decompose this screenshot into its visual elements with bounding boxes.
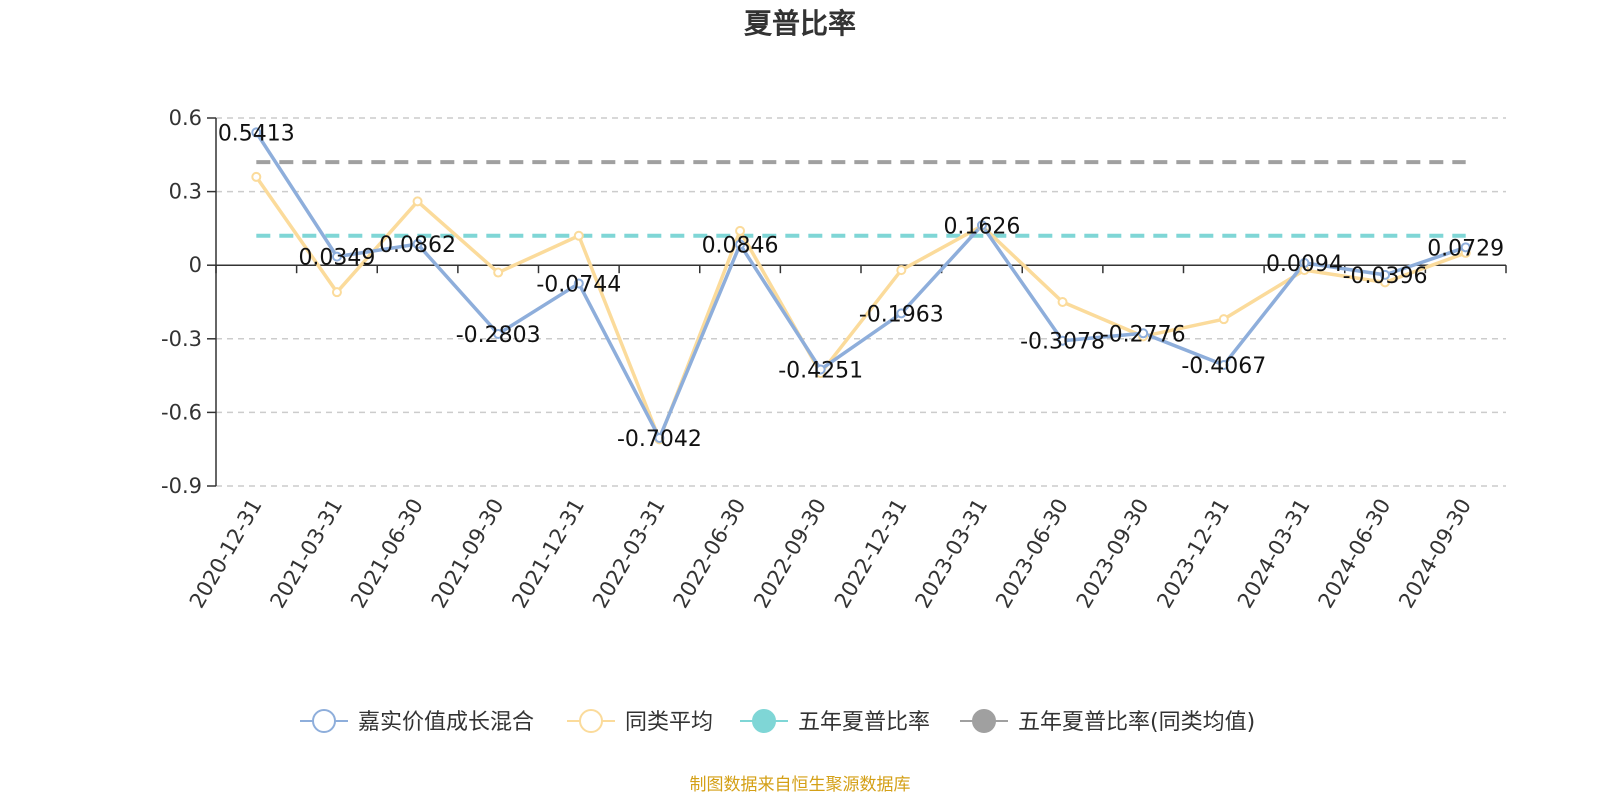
data-point <box>1057 335 1068 346</box>
x-tick-label: 2024-03-31 <box>1233 495 1315 613</box>
y-tick-label: -0.9 <box>161 474 202 498</box>
data-label: -0.1963 <box>859 302 944 327</box>
data-label: 0.0862 <box>379 233 456 258</box>
y-tick-label: -0.6 <box>161 400 202 424</box>
data-label: -0.2803 <box>456 323 541 348</box>
chart-title: 夏普比率 <box>744 7 856 40</box>
data-label: 0.0846 <box>702 233 779 258</box>
data-point <box>735 225 746 236</box>
data-point <box>896 308 907 319</box>
data-label: 0.5413 <box>218 121 295 146</box>
data-point <box>412 239 423 250</box>
data-point <box>1138 328 1149 339</box>
x-tick-label: 2021-09-30 <box>427 495 509 613</box>
data-point <box>412 196 423 207</box>
data-point <box>331 251 342 262</box>
y-tick-label: -0.3 <box>161 327 202 351</box>
data-point <box>573 230 584 241</box>
x-tick-label: 2020-12-31 <box>185 495 267 613</box>
data-label: 0.1626 <box>943 214 1020 239</box>
legend-marker <box>972 709 996 733</box>
data-label: -0.4067 <box>1181 354 1266 379</box>
legend-item[interactable]: 五年夏普比率 <box>740 709 930 735</box>
legend-item[interactable]: 嘉实价值成长混合 <box>300 709 534 735</box>
x-tick-label: 2022-06-30 <box>669 495 751 613</box>
source-text: 制图数据来自恒生聚源数据库 <box>690 775 911 795</box>
legend-label: 嘉实价值成长混合 <box>358 710 534 735</box>
data-point <box>654 432 665 443</box>
y-tick-label: 0 <box>189 253 202 277</box>
x-tick-label: 2022-09-30 <box>749 495 831 613</box>
y-tick-label: 0.6 <box>169 106 202 130</box>
data-point <box>976 220 987 231</box>
x-tick-label: 2021-12-31 <box>507 495 589 613</box>
data-point <box>735 239 746 250</box>
x-tick-label: 2022-03-31 <box>588 495 670 613</box>
legend: 嘉实价值成长混合 同类平均 五年夏普比率 五年夏普比率(同类均值) <box>300 709 1255 735</box>
data-point <box>1460 242 1471 253</box>
data-label: 0.0349 <box>298 246 375 271</box>
data-point <box>251 171 262 182</box>
data-label: 0.0094 <box>1266 252 1343 277</box>
legend-marker <box>752 709 776 733</box>
x-tick-label: 2023-06-30 <box>991 495 1073 613</box>
reference-lines <box>256 160 1466 238</box>
data-point <box>493 328 504 339</box>
legend-item[interactable]: 五年夏普比率(同类均值) <box>960 709 1255 735</box>
series-lines <box>254 131 1467 442</box>
x-tick-label: 2023-12-31 <box>1152 495 1234 613</box>
data-point <box>331 287 342 298</box>
data-point <box>1218 314 1229 325</box>
data-point <box>1057 297 1068 307</box>
grid-lines <box>216 117 1506 487</box>
data-point <box>1218 359 1229 370</box>
data-label: -0.4251 <box>778 358 863 383</box>
data-point <box>815 364 826 375</box>
x-tick-label: 2021-03-31 <box>265 495 347 613</box>
legend-label: 同类平均 <box>625 710 713 735</box>
series-line <box>254 131 1467 440</box>
legend-marker <box>579 709 603 733</box>
x-tick-label: 2021-06-30 <box>346 495 428 613</box>
data-label: -0.0396 <box>1343 264 1428 289</box>
series-line <box>254 175 1467 442</box>
x-tick-label: 2023-09-30 <box>1072 495 1154 613</box>
data-label: -0.7042 <box>617 427 702 452</box>
data-label: 0.0729 <box>1427 236 1504 261</box>
x-tick-label: 2024-09-30 <box>1394 495 1476 613</box>
data-point <box>251 127 262 138</box>
legend-label: 五年夏普比率 <box>798 710 930 735</box>
legend-item[interactable]: 同类平均 <box>567 709 713 735</box>
x-tick-label: 2024-06-30 <box>1314 495 1396 613</box>
x-tick-label: 2023-03-31 <box>910 495 992 613</box>
data-point <box>1380 269 1391 280</box>
data-label: -0.3078 <box>1020 330 1105 355</box>
legend-label: 五年夏普比率(同类均值) <box>1018 710 1255 735</box>
data-label: -0.0744 <box>536 272 621 297</box>
data-point <box>1299 257 1310 268</box>
data-point <box>573 278 584 289</box>
data-label: -0.2776 <box>1101 322 1186 347</box>
series-points <box>251 127 1471 445</box>
y-tick-label: 0.3 <box>169 180 202 204</box>
legend-marker <box>312 709 336 733</box>
data-point <box>493 267 504 278</box>
x-tick-label: 2022-12-31 <box>830 495 912 613</box>
data-point <box>896 265 907 276</box>
